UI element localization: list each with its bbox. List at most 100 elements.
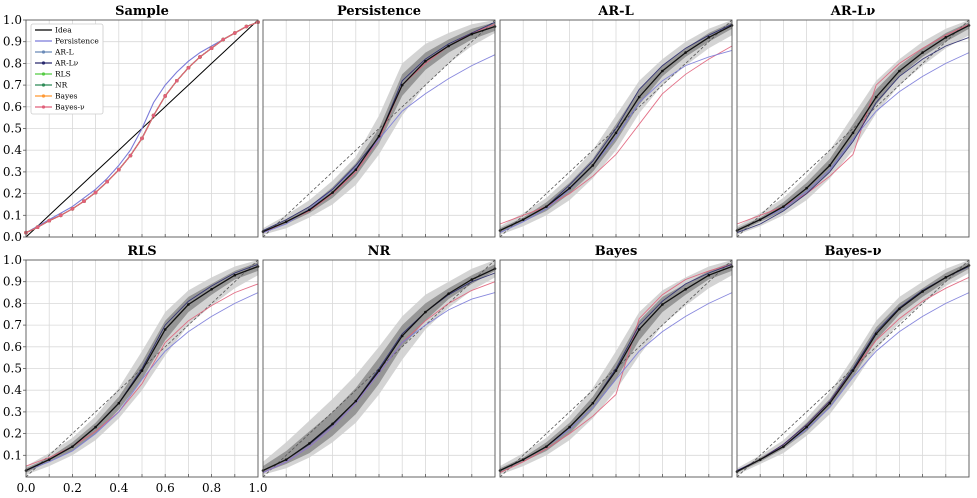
xtick-label: 0.8 xyxy=(202,481,221,495)
series-line xyxy=(736,52,970,231)
legend-label: NR xyxy=(55,81,68,90)
median-point xyxy=(117,401,121,405)
median-point xyxy=(400,83,404,87)
ideal-line xyxy=(25,259,259,478)
legend-label: Persistence xyxy=(55,37,99,46)
median-point xyxy=(94,425,97,429)
ytick-label: 0.1 xyxy=(3,448,22,462)
median-point xyxy=(591,401,595,405)
median-point xyxy=(758,218,762,221)
data-point xyxy=(233,31,237,35)
median-point xyxy=(308,442,311,445)
median-point xyxy=(921,290,924,293)
median-point xyxy=(308,208,311,212)
median-point xyxy=(637,95,641,99)
data-point xyxy=(117,167,121,172)
series-line xyxy=(499,49,733,234)
ytick-label: 0.5 xyxy=(3,362,22,376)
median-point xyxy=(758,458,762,461)
median-point xyxy=(424,310,427,314)
legend-marker xyxy=(41,50,46,54)
median-point xyxy=(331,422,334,426)
ytick-label: 0.8 xyxy=(3,296,22,310)
data-point xyxy=(175,78,179,83)
panel-title: Bayes-ν xyxy=(825,244,882,259)
xtick-label: 0.4 xyxy=(109,481,128,495)
legend-label: AR-Lν xyxy=(54,59,79,68)
ytick-label: 0.4 xyxy=(3,383,22,397)
ytick-label: 0.9 xyxy=(3,35,22,49)
legend-marker xyxy=(41,105,46,109)
median-point xyxy=(851,131,855,135)
median-point xyxy=(921,51,924,54)
series-line xyxy=(25,21,259,234)
legend-marker xyxy=(41,61,46,65)
median-point xyxy=(233,273,237,277)
ytick-label: 0.7 xyxy=(3,318,22,332)
ytick-label: 1.0 xyxy=(3,13,22,27)
median-point xyxy=(140,369,144,372)
median-point xyxy=(354,168,358,172)
data-point xyxy=(105,179,109,184)
ytick-label: 0.1 xyxy=(3,208,22,222)
median-point xyxy=(661,69,664,73)
panel-2: AR-L xyxy=(498,4,734,238)
median-point xyxy=(614,369,618,372)
xtick-label: 0.0 xyxy=(16,481,35,495)
median-point xyxy=(828,164,832,167)
data-point xyxy=(93,190,98,195)
series-line xyxy=(499,45,733,225)
grid xyxy=(500,260,732,477)
ytick-label: 0.2 xyxy=(3,187,22,201)
panel-title: Sample xyxy=(115,4,169,19)
axes-frame xyxy=(499,19,733,238)
median-point xyxy=(284,220,288,224)
data-point xyxy=(209,46,214,51)
median-point xyxy=(545,205,548,208)
median-point xyxy=(163,328,167,331)
panel-title: RLS xyxy=(127,244,156,259)
ideal-line xyxy=(262,259,496,478)
median-point xyxy=(898,69,901,73)
data-point xyxy=(140,136,144,141)
ytick-label: 0.0 xyxy=(3,230,22,244)
axes-frame xyxy=(499,259,733,478)
median-point xyxy=(851,369,855,372)
data-point xyxy=(35,225,40,230)
legend-label: Bayes-ν xyxy=(55,103,85,112)
ideal-line xyxy=(736,19,970,238)
legend-marker xyxy=(41,94,46,98)
median-point xyxy=(354,399,358,403)
median-point xyxy=(707,36,711,39)
axes-frame xyxy=(262,19,496,238)
panel-4: RLS 0.1 0.2 0.3 0.4 0.5 0.6 0.7 0.8 0.9 1.0 0.0 0.2 0… xyxy=(3,244,268,495)
axes-frame xyxy=(736,19,970,238)
median-point xyxy=(470,278,474,281)
median-point xyxy=(707,273,711,277)
xtick-label: 0.2 xyxy=(63,481,82,495)
median-point xyxy=(521,458,525,461)
median-point xyxy=(47,458,51,461)
median-point xyxy=(661,303,664,306)
ytick-label: 0.6 xyxy=(3,340,22,354)
data-point xyxy=(47,218,51,223)
panel-0: Idea Persistence AR-L AR-Lν RLS NR Bayes Bayes-… xyxy=(3,4,260,244)
median-point xyxy=(400,334,404,338)
band-inner xyxy=(737,262,969,473)
median-point xyxy=(568,186,571,190)
data-point xyxy=(198,55,202,59)
median-point xyxy=(377,369,381,372)
median-point xyxy=(424,59,427,63)
ytick-label: 0.5 xyxy=(3,122,22,136)
data-point xyxy=(128,153,133,158)
legend: Idea Persistence AR-L AR-Lν RLS NR Bayes Bayes-… xyxy=(30,23,104,115)
median-point xyxy=(377,134,381,138)
median-point xyxy=(944,36,948,39)
series-line xyxy=(736,36,970,234)
median-point xyxy=(874,95,878,99)
series-line xyxy=(499,263,733,474)
median-point xyxy=(331,191,334,194)
ytick-label: 0.3 xyxy=(3,405,22,419)
band-inner xyxy=(26,262,258,473)
ytick-label: 0.4 xyxy=(3,143,22,157)
